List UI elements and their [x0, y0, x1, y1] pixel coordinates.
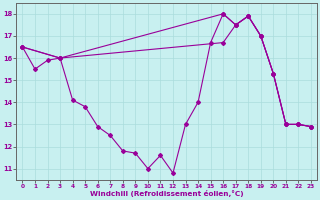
X-axis label: Windchill (Refroidissement éolien,°C): Windchill (Refroidissement éolien,°C)	[90, 190, 244, 197]
